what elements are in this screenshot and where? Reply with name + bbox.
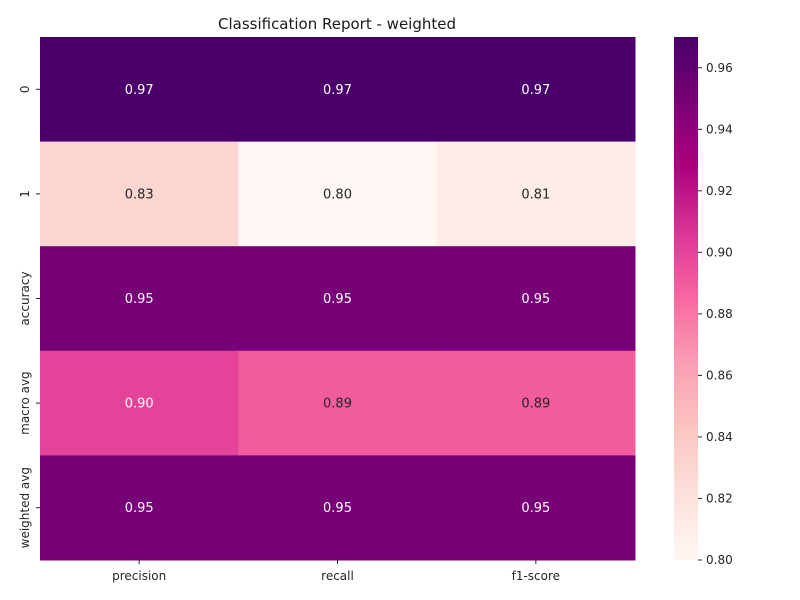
chart-title: Classification Report - weighted [218, 15, 456, 33]
heatmap-cells: 0.97 0.97 0.97 0.83 0.80 0.81 0.95 0.95 0.95 0.90… [40, 37, 636, 561]
colorbar-tick-label: 0.92 [706, 184, 733, 198]
heatmap-cell [238, 246, 438, 352]
colorbar-gradient [674, 37, 698, 560]
cell-value-label: 0.95 [323, 292, 352, 307]
y-tick-label: macro avg [18, 371, 32, 435]
heatmap-cell [40, 246, 239, 352]
cell-value-label: 0.89 [323, 397, 352, 412]
colorbar-tick-label: 0.82 [706, 491, 733, 505]
heatmap-cell [436, 455, 636, 561]
heatmap-cell [436, 37, 636, 143]
colorbar-tick-label: 0.94 [706, 122, 733, 136]
cell-value-label: 0.89 [521, 397, 550, 412]
cell-value-label: 0.95 [521, 292, 550, 307]
cell-value-label: 0.80 [323, 187, 352, 202]
heatmap-cell [436, 246, 636, 352]
y-tick-label: 1 [18, 190, 32, 198]
heatmap-cell [40, 455, 239, 561]
y-tick-label: weighted avg [18, 467, 32, 548]
cell-value-label: 0.95 [125, 292, 154, 307]
heatmap-cell [436, 350, 636, 456]
x-tick-label: recall [321, 569, 354, 583]
colorbar-tick-label: 0.90 [706, 245, 733, 259]
cell-value-label: 0.83 [125, 187, 154, 202]
heatmap-cell [40, 350, 239, 456]
heatmap-cell [40, 141, 239, 247]
cell-value-label: 0.95 [323, 501, 352, 516]
x-tick-label: f1-score [512, 569, 560, 583]
colorbar-tick-label: 0.86 [706, 368, 733, 382]
x-tick-label: precision [112, 569, 166, 583]
cell-value-label: 0.90 [125, 397, 154, 412]
cell-value-label: 0.97 [125, 83, 154, 98]
colorbar-tick-label: 0.80 [706, 553, 733, 567]
heatmap-cell [40, 37, 239, 143]
heatmap-cell [238, 141, 438, 247]
cell-value-label: 0.97 [521, 83, 550, 98]
colorbar: 0.80 0.82 0.84 0.86 0.88 0.90 0.92 0.94 0.96 [674, 37, 733, 567]
colorbar-tick-label: 0.84 [706, 430, 733, 444]
x-axis: precision recall f1-score [112, 560, 560, 583]
heatmap-cell [436, 141, 636, 247]
colorbar-tick-label: 0.96 [706, 61, 733, 75]
cell-value-label: 0.95 [521, 501, 550, 516]
cell-value-label: 0.95 [125, 501, 154, 516]
colorbar-tick-label: 0.88 [706, 307, 733, 321]
heatmap-cell [238, 455, 438, 561]
heatmap-cell [238, 350, 438, 456]
heatmap-cell [238, 37, 438, 143]
y-axis: 0 1 accuracy macro avg weighted avg [18, 85, 40, 548]
y-tick-label: accuracy [18, 271, 32, 325]
y-tick-label: 0 [18, 85, 32, 93]
cell-value-label: 0.97 [323, 83, 352, 98]
cell-value-label: 0.81 [521, 187, 550, 202]
